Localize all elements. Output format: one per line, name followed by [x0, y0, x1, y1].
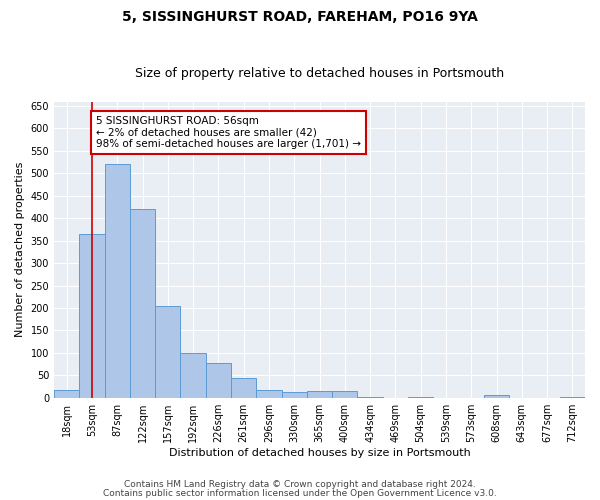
Y-axis label: Number of detached properties: Number of detached properties [15, 162, 25, 338]
Bar [206, 362, 231, 398]
Title: Size of property relative to detached houses in Portsmouth: Size of property relative to detached ho… [135, 66, 504, 80]
Text: Contains HM Land Registry data © Crown copyright and database right 2024.: Contains HM Land Registry data © Crown c… [124, 480, 476, 489]
Bar [358, 397, 383, 398]
X-axis label: Distribution of detached houses by size in Portsmouth: Distribution of detached houses by size … [169, 448, 470, 458]
Bar [560, 397, 585, 398]
Bar [54, 390, 79, 398]
Bar [155, 306, 181, 398]
Bar [130, 209, 155, 398]
Bar [332, 391, 358, 398]
Bar [307, 391, 332, 398]
Bar [104, 164, 130, 398]
Bar [408, 397, 433, 398]
Text: Contains public sector information licensed under the Open Government Licence v3: Contains public sector information licen… [103, 488, 497, 498]
Bar [256, 390, 281, 398]
Bar [484, 396, 509, 398]
Text: 5 SISSINGHURST ROAD: 56sqm
← 2% of detached houses are smaller (42)
98% of semi-: 5 SISSINGHURST ROAD: 56sqm ← 2% of detac… [96, 116, 361, 149]
Text: 5, SISSINGHURST ROAD, FAREHAM, PO16 9YA: 5, SISSINGHURST ROAD, FAREHAM, PO16 9YA [122, 10, 478, 24]
Bar [79, 234, 104, 398]
Bar [181, 353, 206, 398]
Bar [281, 392, 307, 398]
Bar [231, 378, 256, 398]
